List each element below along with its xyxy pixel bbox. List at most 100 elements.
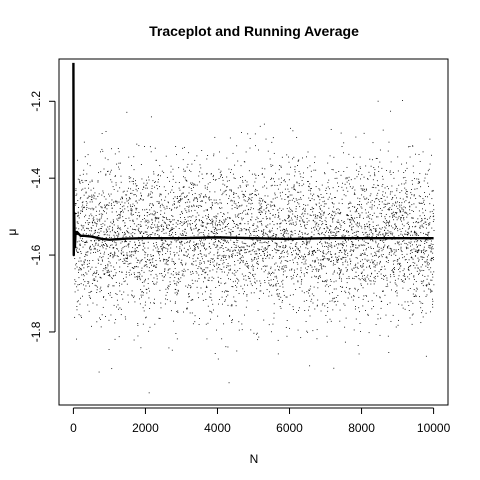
trace-point: [152, 249, 154, 251]
trace-point: [192, 232, 194, 234]
trace-point: [262, 250, 264, 252]
trace-point: [373, 228, 375, 230]
trace-point: [357, 204, 359, 206]
trace-point: [124, 222, 126, 224]
trace-point: [300, 246, 301, 248]
trace-point: [263, 251, 265, 253]
trace-point: [254, 253, 256, 255]
trace-point: [145, 219, 147, 221]
trace-point: [209, 246, 211, 247]
trace-point: [419, 269, 421, 271]
trace-point: [148, 270, 150, 272]
trace-point: [87, 222, 89, 224]
trace-point: [152, 232, 154, 234]
trace-point: [236, 227, 238, 229]
trace-point: [351, 218, 353, 219]
trace-point: [182, 147, 184, 149]
trace-point: [108, 205, 110, 206]
trace-point: [220, 189, 222, 191]
trace-point: [288, 179, 290, 181]
trace-point: [152, 261, 154, 263]
trace-point: [362, 217, 364, 219]
trace-point: [159, 185, 160, 187]
trace-point: [271, 205, 273, 206]
trace-point: [253, 246, 255, 248]
trace-point: [142, 294, 144, 296]
trace-point: [396, 290, 398, 292]
trace-point: [337, 222, 339, 223]
trace-point: [170, 229, 172, 231]
trace-point: [252, 268, 254, 270]
trace-point: [312, 250, 314, 252]
trace-point: [150, 302, 151, 304]
trace-point: [279, 226, 281, 228]
trace-point: [258, 221, 260, 223]
trace-point: [143, 281, 145, 283]
trace-point: [220, 170, 222, 172]
trace-point: [262, 250, 264, 252]
trace-point: [137, 250, 139, 252]
trace-point: [423, 252, 424, 253]
trace-point: [218, 280, 219, 282]
trace-point: [83, 141, 85, 143]
trace-point: [96, 218, 98, 220]
trace-point: [132, 183, 134, 185]
trace-point: [272, 240, 273, 242]
trace-point: [357, 288, 359, 290]
trace-point: [136, 265, 138, 267]
trace-point: [215, 287, 217, 289]
trace-point: [306, 244, 308, 246]
trace-point: [110, 265, 112, 267]
trace-point: [145, 316, 147, 318]
trace-point: [119, 266, 121, 268]
trace-point: [424, 243, 426, 244]
trace-point: [212, 243, 214, 245]
trace-point: [265, 225, 267, 227]
trace-point: [103, 196, 105, 198]
trace-point: [91, 215, 93, 217]
trace-point: [180, 242, 182, 244]
trace-point: [428, 185, 429, 187]
trace-point: [406, 248, 408, 250]
trace-point: [137, 259, 139, 261]
trace-point: [395, 216, 397, 218]
trace-point: [93, 208, 95, 210]
trace-point: [195, 228, 197, 229]
trace-point: [159, 289, 161, 291]
trace-point: [312, 251, 314, 253]
trace-point: [131, 180, 133, 182]
trace-point: [297, 263, 299, 265]
trace-point: [299, 251, 301, 253]
trace-point: [294, 189, 296, 191]
trace-point: [162, 225, 164, 227]
trace-point: [262, 186, 264, 188]
trace-point: [77, 284, 79, 286]
trace-point: [353, 193, 355, 195]
trace-point: [144, 231, 146, 233]
trace-point: [92, 221, 93, 223]
trace-point: [216, 264, 218, 266]
trace-point: [335, 280, 337, 282]
trace-point: [185, 179, 187, 181]
trace-point: [88, 183, 89, 185]
trace-point: [153, 173, 155, 175]
trace-point: [167, 228, 169, 230]
trace-point: [135, 257, 137, 259]
trace-point: [357, 197, 359, 199]
trace-point: [236, 286, 238, 288]
trace-point: [389, 170, 391, 172]
trace-point: [365, 310, 366, 311]
trace-point: [374, 251, 376, 253]
trace-point: [104, 274, 105, 275]
trace-point: [113, 224, 115, 226]
trace-point: [260, 214, 262, 215]
trace-point: [206, 158, 208, 160]
trace-point: [318, 188, 320, 190]
trace-point: [353, 220, 354, 222]
trace-point: [190, 182, 191, 184]
trace-point: [356, 221, 358, 223]
trace-point: [427, 239, 429, 241]
trace-point: [258, 249, 260, 251]
trace-point: [240, 259, 242, 261]
trace-point: [250, 329, 252, 331]
